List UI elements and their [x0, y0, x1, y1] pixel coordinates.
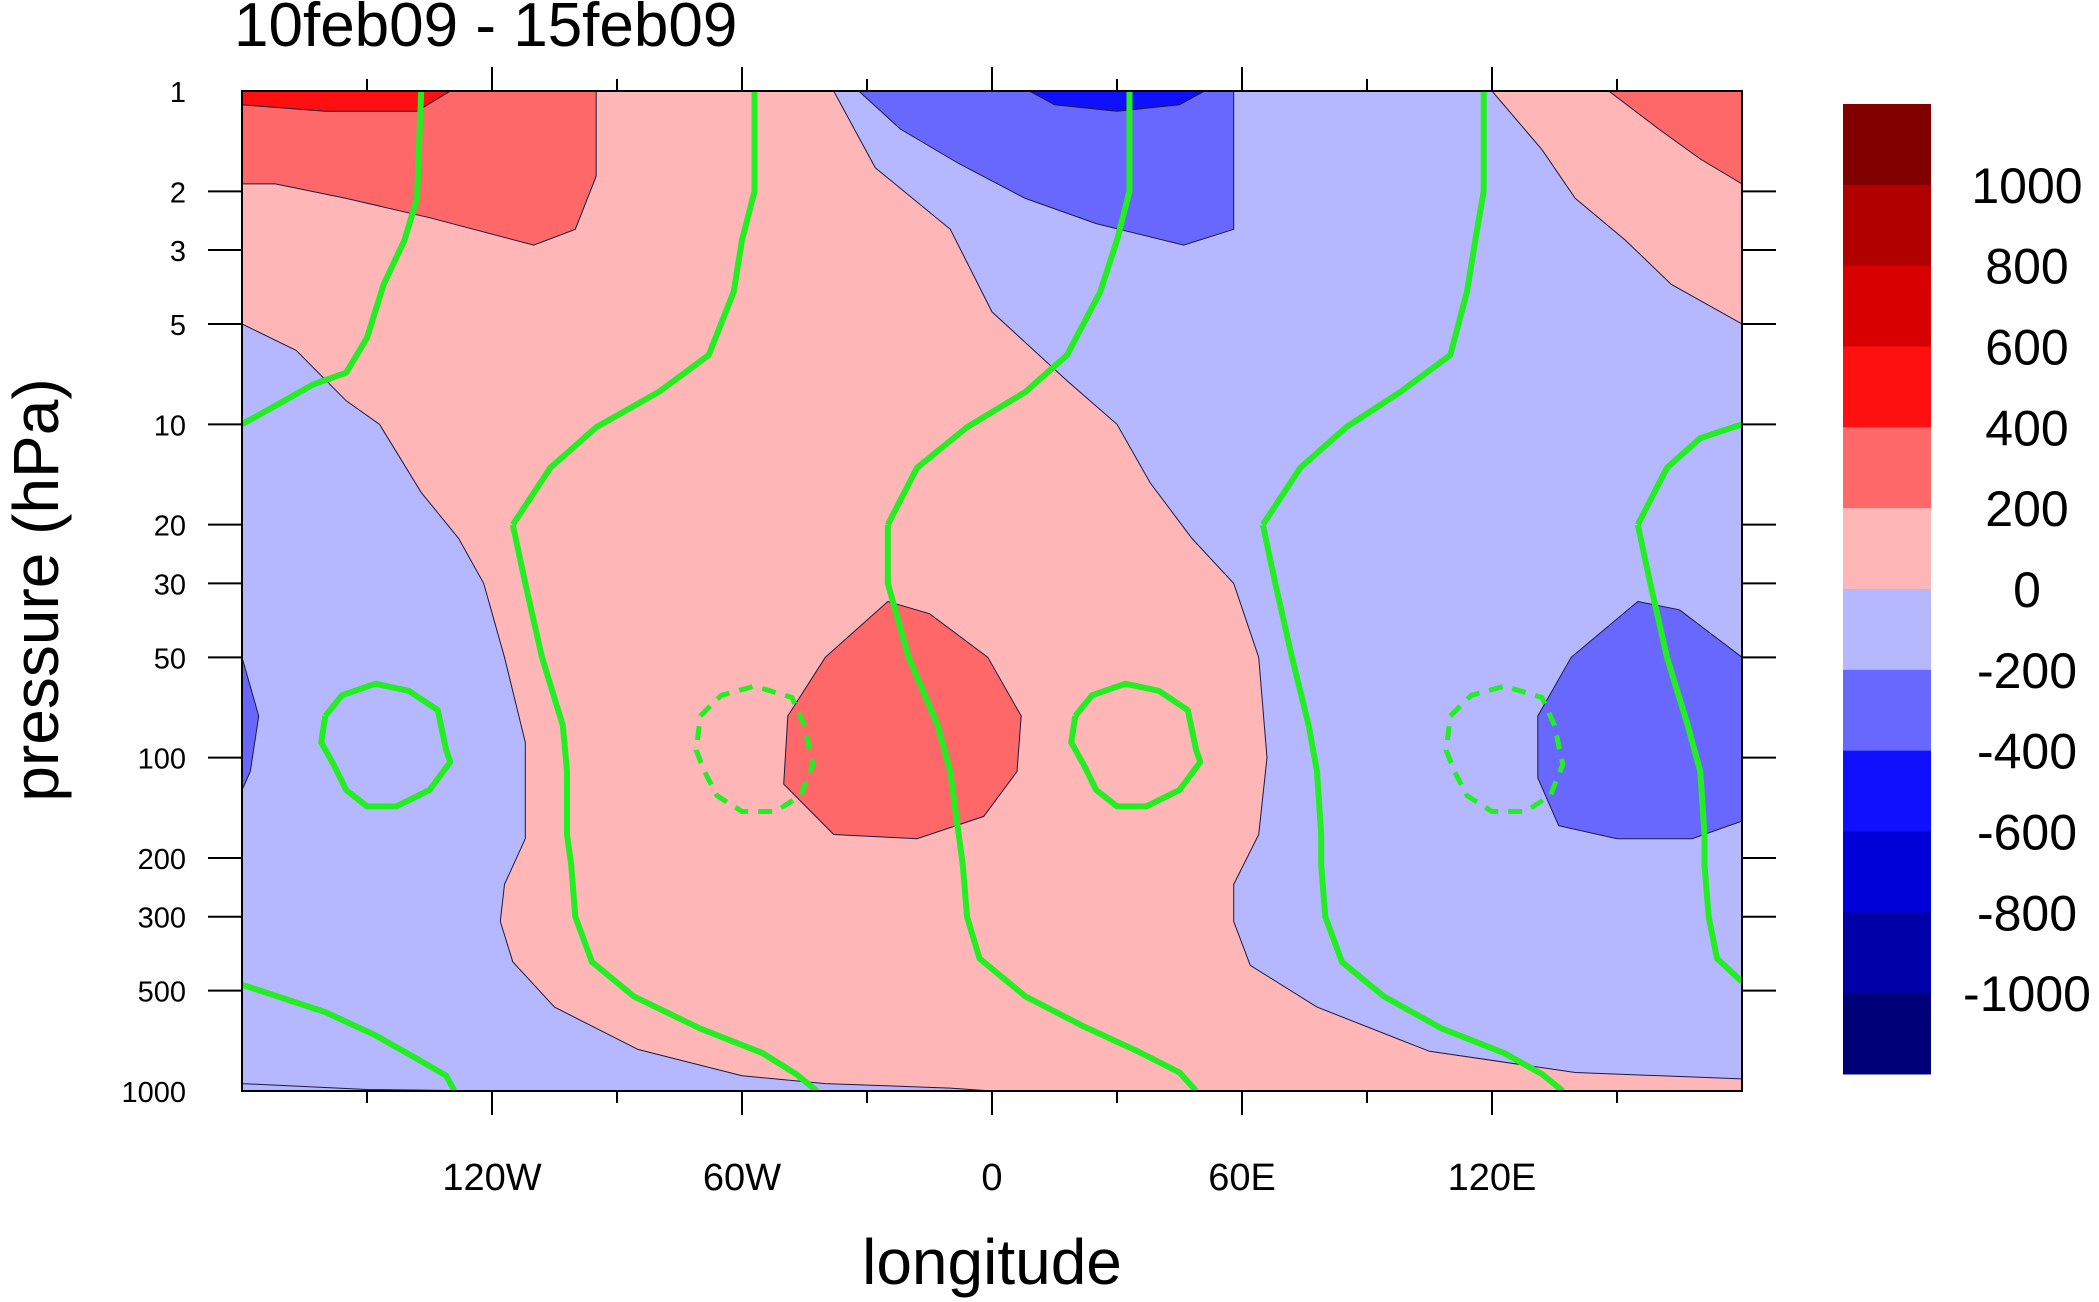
y-tick-label: 3 [170, 236, 186, 268]
green-contour-line [510, 91, 758, 527]
colorbar-label: 600 [1985, 320, 2068, 376]
colorbar-swatch [1843, 669, 1931, 752]
plot-area [242, 91, 1742, 1091]
colorbar-label: -400 [1977, 724, 2077, 780]
y-axis-label: pressure (hPa) [0, 378, 72, 801]
colorbar-label: 0 [2013, 562, 2041, 618]
colorbar-label: -1000 [1963, 966, 2091, 1022]
green-contour-line [885, 91, 1133, 527]
green-contour-line [1634, 524, 1742, 984]
green-contour-line [509, 524, 819, 1091]
green-contour-line [1260, 91, 1487, 527]
y-tick-label: 200 [138, 844, 186, 876]
contour-fill-region [833, 91, 1742, 1080]
y-tick-label: 30 [154, 569, 186, 601]
colorbar-label: -800 [1977, 885, 2077, 941]
green-contour-line [242, 981, 458, 1091]
axes: 120W 60W 0 60E 120E 1 2 3 5 10 20 30 50 100 200 300 500 1… [121, 67, 1776, 1199]
colorbar: 1000 800 600 400 200 0 -200 -400 -600 -800 -1000 [1843, 104, 2091, 1075]
y-tick-label: 100 [138, 744, 186, 776]
colorbar-swatch [1843, 993, 1931, 1075]
colorbar-label: -200 [1977, 643, 2077, 699]
x-tick-label: 60E [1208, 1157, 1276, 1199]
colorbar-label: 200 [1985, 481, 2068, 537]
x-tick-label: 0 [981, 1157, 1002, 1199]
colorbar-swatch [1843, 346, 1931, 428]
colorbar-swatch [1843, 508, 1931, 590]
x-tick-label: 120W [442, 1157, 541, 1199]
y-tick-label: 20 [154, 511, 186, 543]
y-tick-label: 10 [154, 410, 186, 442]
contour-fill-region [1607, 91, 1742, 185]
y-tick-label: 1 [170, 77, 186, 109]
colorbar-swatch [1843, 831, 1931, 913]
green-contour-line [242, 91, 425, 427]
contour-fill-region [1029, 91, 1205, 112]
colorbar-swatch [1843, 427, 1931, 509]
contour-fill-region [783, 600, 1022, 840]
x-axis-label: longitude [862, 1226, 1122, 1298]
contour-fill-region [242, 323, 993, 1091]
colorbar-swatch [1843, 589, 1931, 671]
colorbar-swatch [1843, 912, 1931, 994]
colorbar-label: 800 [1985, 239, 2068, 295]
contour-fill-region [857, 91, 1235, 246]
y-tick-label: 5 [170, 310, 186, 342]
colorbar-swatch [1843, 184, 1931, 267]
colorbar-label: 400 [1985, 400, 2068, 456]
y-tick-label: 1000 [121, 1077, 186, 1109]
colorbar-label: 1000 [1971, 158, 2082, 214]
contour-fill-region [242, 657, 260, 791]
contour-fill-region [242, 91, 452, 112]
colorbar-swatch [1843, 265, 1931, 347]
green-contour-line [1635, 421, 1742, 527]
chart-title: 10feb09 - 15feb09 [234, 0, 737, 60]
x-tick-label: 60W [703, 1157, 781, 1199]
green-contour-line [884, 524, 1199, 1091]
y-tick-label: 2 [170, 177, 186, 209]
colorbar-label: -600 [1977, 805, 2077, 861]
green-contour-line [1259, 524, 1565, 1091]
colorbar-swatch [1843, 750, 1931, 832]
green-contour-line [1068, 680, 1204, 810]
contour-fill-region [1537, 600, 1742, 840]
y-tick-label: 50 [154, 643, 186, 675]
x-tick-label: 120E [1448, 1157, 1537, 1199]
colorbar-swatch [1843, 104, 1931, 186]
y-tick-label: 300 [138, 903, 186, 935]
y-tick-label: 500 [138, 977, 186, 1009]
green-contour-line [318, 680, 454, 810]
